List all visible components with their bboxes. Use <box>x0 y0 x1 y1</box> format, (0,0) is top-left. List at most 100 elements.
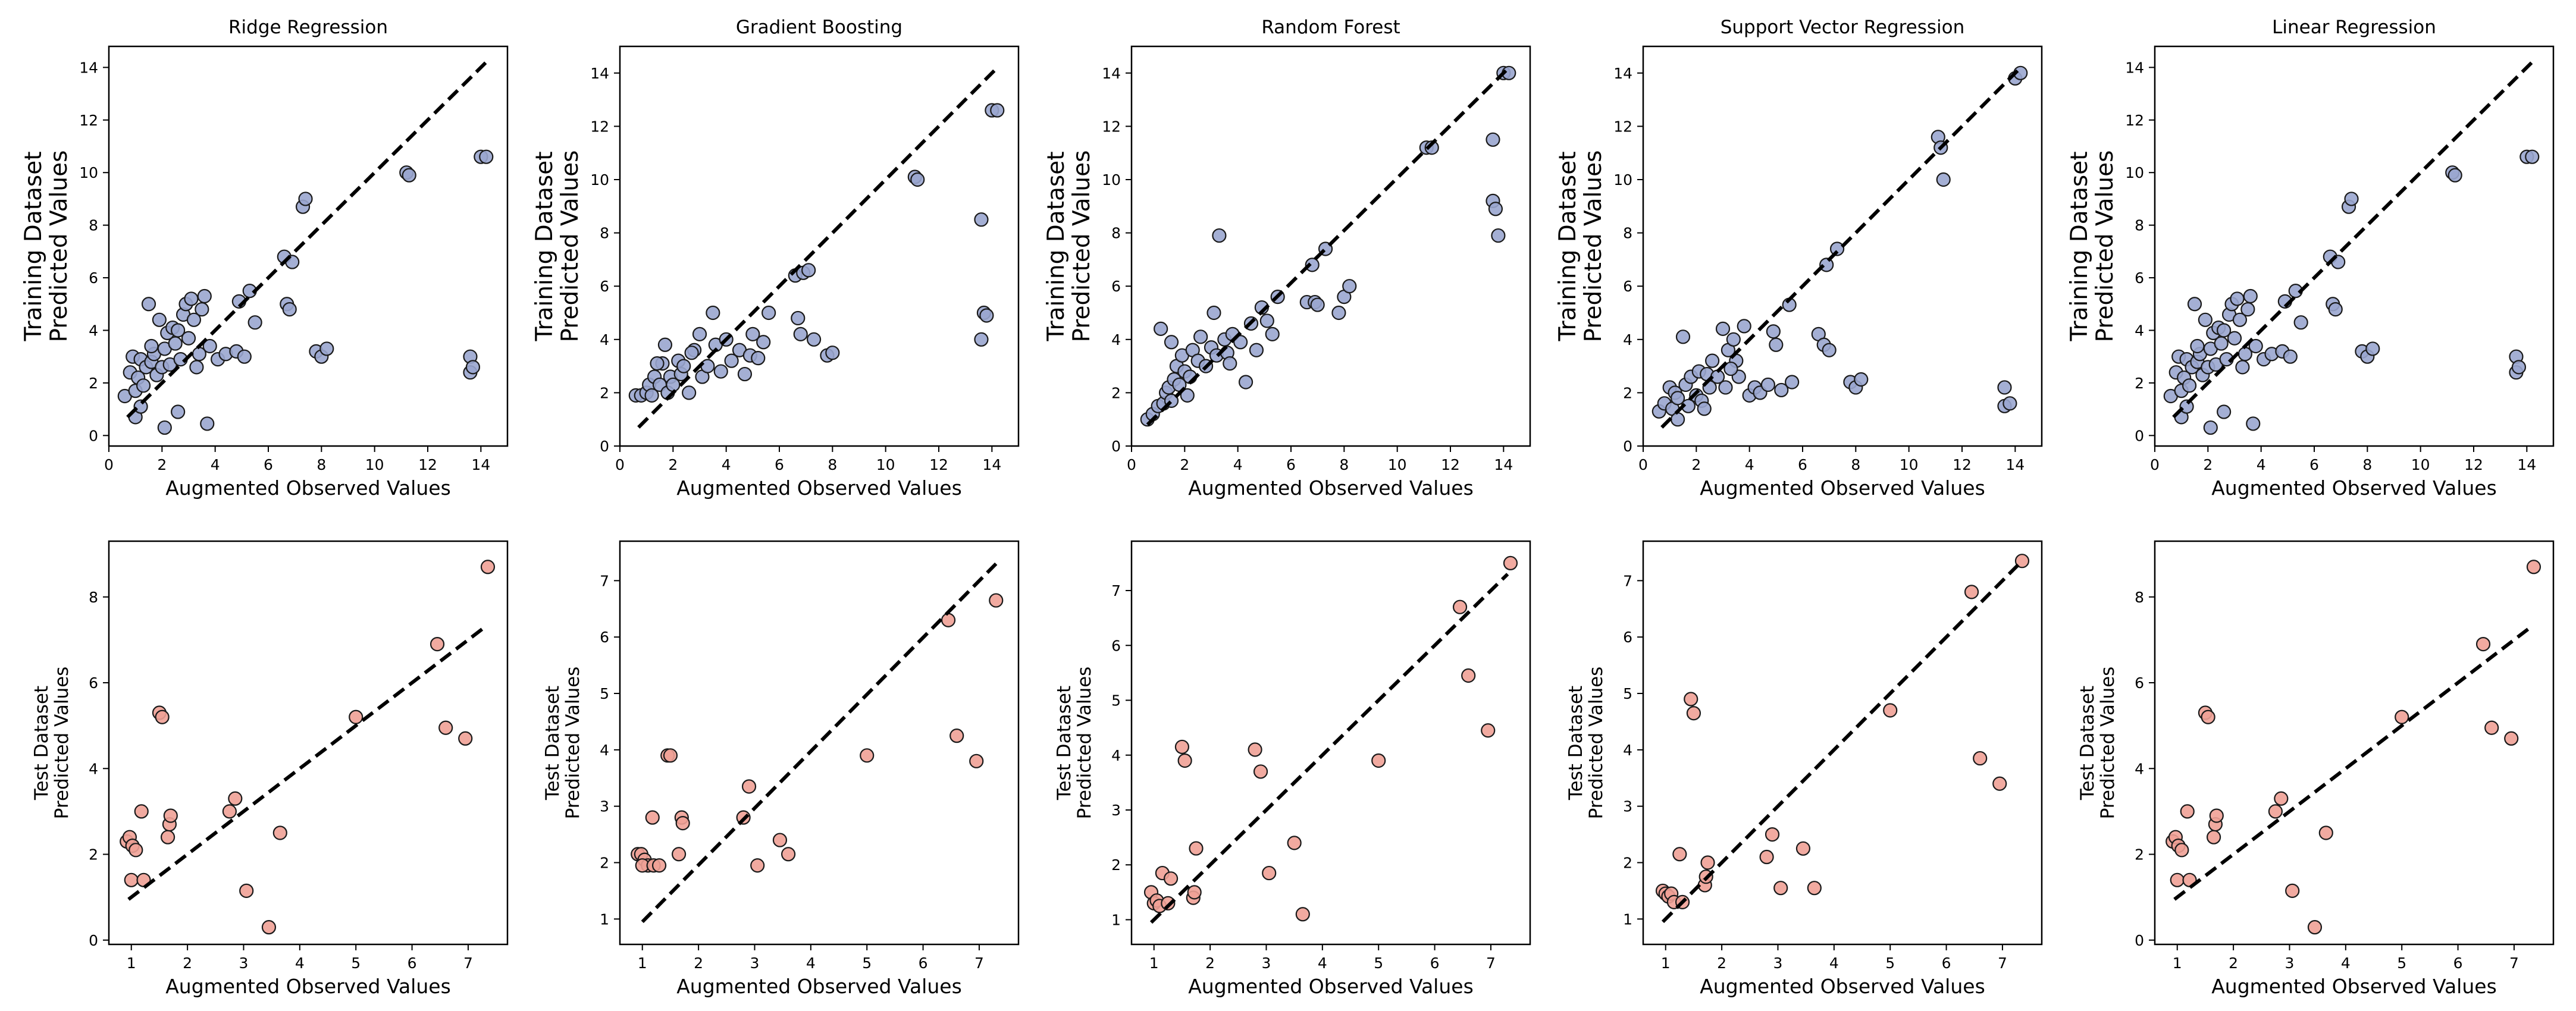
data-point <box>2174 843 2189 858</box>
data-point <box>1718 380 1733 395</box>
data-point <box>189 360 204 375</box>
plot-data-area <box>120 560 496 935</box>
axes-frame <box>1130 45 1531 447</box>
data-point <box>2307 920 2323 935</box>
x-axis-label: Augmented Observed Values <box>1700 476 1985 500</box>
x-tick-label: 14 <box>982 456 1001 473</box>
y-axis-label: Test DatasetPredicted Values <box>2077 667 2119 820</box>
data-point <box>2328 302 2343 317</box>
data-point <box>1670 391 1685 406</box>
data-point <box>1774 382 1789 398</box>
data-point <box>650 356 665 371</box>
y-tick-label: 7 <box>1111 582 1121 599</box>
data-point <box>1684 692 1698 707</box>
subplot-train-1: Ridge Regression 0 2 4 6 8 10 12 14 0 2 4 6 8 10 12 14 Au… <box>20 17 509 500</box>
data-point <box>756 335 771 350</box>
y-tick-label: 12 <box>590 118 609 135</box>
axes-frame <box>619 45 1020 447</box>
x-tick-label: 14 <box>471 456 490 473</box>
data-point <box>941 613 956 627</box>
data-point <box>724 353 739 368</box>
x-tick-label: 2 <box>2229 955 2238 972</box>
x-tick-label: 6 <box>1430 955 1440 972</box>
y-tick-label: 10 <box>1613 171 1632 189</box>
y-tick-label: 2 <box>2135 375 2144 392</box>
plot-data-area <box>117 61 494 435</box>
x-tick-label: 6 <box>1286 456 1296 473</box>
y-tick-label: 5 <box>1623 685 1632 702</box>
data-point <box>247 315 262 330</box>
data-point <box>2002 396 2017 411</box>
x-axis-label: Augmented Observed Values <box>2211 476 2497 500</box>
data-point <box>1295 907 1310 922</box>
y-axis-label: Test DatasetPredicted Values <box>31 667 73 820</box>
x-axis-label: Augmented Observed Values <box>1188 975 1474 998</box>
y-tick-label: 8 <box>2135 589 2144 606</box>
data-point <box>1212 228 1227 243</box>
data-point <box>1759 849 1774 865</box>
identity-line <box>126 61 488 419</box>
y-tick-label: 4 <box>89 322 98 339</box>
data-point <box>2285 883 2300 898</box>
data-point <box>1997 380 2012 395</box>
data-point <box>2217 323 2232 338</box>
x-tick-label: 5 <box>1885 955 1895 972</box>
data-point <box>1187 885 1202 900</box>
x-tick-label: 3 <box>1262 955 1271 972</box>
identity-line <box>1149 573 1509 924</box>
data-point <box>1154 321 1168 336</box>
data-point <box>168 336 183 351</box>
x-tick-label: 10 <box>1388 456 1407 473</box>
plot-data-area <box>1143 555 1518 924</box>
data-point <box>1769 337 1784 352</box>
subplot-train-3: Random Forest 0 2 4 6 8 10 12 14 0 2 4 6 8 10 12 14 Augme… <box>1043 17 1531 500</box>
y-axis-label-line: Training Dataset <box>1555 151 1581 341</box>
x-tick-label: 6 <box>919 955 928 972</box>
x-axis-label: Augmented Observed Values <box>165 975 451 998</box>
data-point <box>134 804 149 819</box>
data-point <box>1503 555 1518 570</box>
x-tick-label: 6 <box>2453 955 2463 972</box>
y-tick-label: 10 <box>2125 164 2144 181</box>
y-tick-label: 1 <box>600 910 609 928</box>
data-point <box>1670 412 1685 427</box>
x-tick-label: 4 <box>806 955 816 972</box>
y-tick-label: 0 <box>89 932 98 949</box>
data-point <box>675 816 690 831</box>
x-axis-label: Augmented Observed Values <box>165 476 451 500</box>
subplot-test-3: 1 2 3 4 5 6 7 1 2 3 4 5 6 7 Augmented Observed Values T… <box>1054 540 1531 998</box>
y-tick-label: 14 <box>1613 65 1632 82</box>
data-point <box>684 346 699 360</box>
data-point <box>1486 132 1500 147</box>
x-tick-label: 3 <box>2285 955 2295 972</box>
data-point <box>974 332 989 347</box>
data-point <box>2198 312 2213 327</box>
y-axis-label-line: Test Dataset <box>542 686 563 800</box>
x-tick-label: 6 <box>1942 955 1951 972</box>
subplot-test-1: 1 2 3 4 5 6 7 0 2 4 6 8 Augmented Observed Values Tes… <box>31 540 509 998</box>
y-tick-label: 6 <box>89 674 98 692</box>
y-axis-label-line: Predicted Values <box>2092 150 2119 343</box>
data-point <box>989 593 1004 608</box>
data-point <box>2179 399 2194 414</box>
x-tick-label: 4 <box>2257 456 2266 473</box>
data-point <box>1715 321 1731 336</box>
y-tick-label: 8 <box>89 217 98 234</box>
plot-data-area <box>2163 61 2540 435</box>
y-axis-label: Test DatasetPredicted Values <box>1565 667 1607 820</box>
x-tick-label: 3 <box>1773 955 1783 972</box>
data-point <box>298 191 313 206</box>
data-point <box>741 779 757 794</box>
axes-frame <box>1130 540 1531 946</box>
data-point <box>1180 388 1195 403</box>
x-tick-label: 14 <box>2517 456 2536 473</box>
data-point <box>781 847 796 862</box>
axes-frame <box>108 540 509 946</box>
data-point <box>692 326 707 341</box>
y-tick-label: 4 <box>1623 331 1632 348</box>
data-point <box>1206 305 1221 321</box>
data-point <box>1163 871 1179 886</box>
x-tick-label: 10 <box>2411 456 2430 473</box>
y-tick-label: 10 <box>590 171 609 189</box>
data-point <box>2227 331 2242 346</box>
